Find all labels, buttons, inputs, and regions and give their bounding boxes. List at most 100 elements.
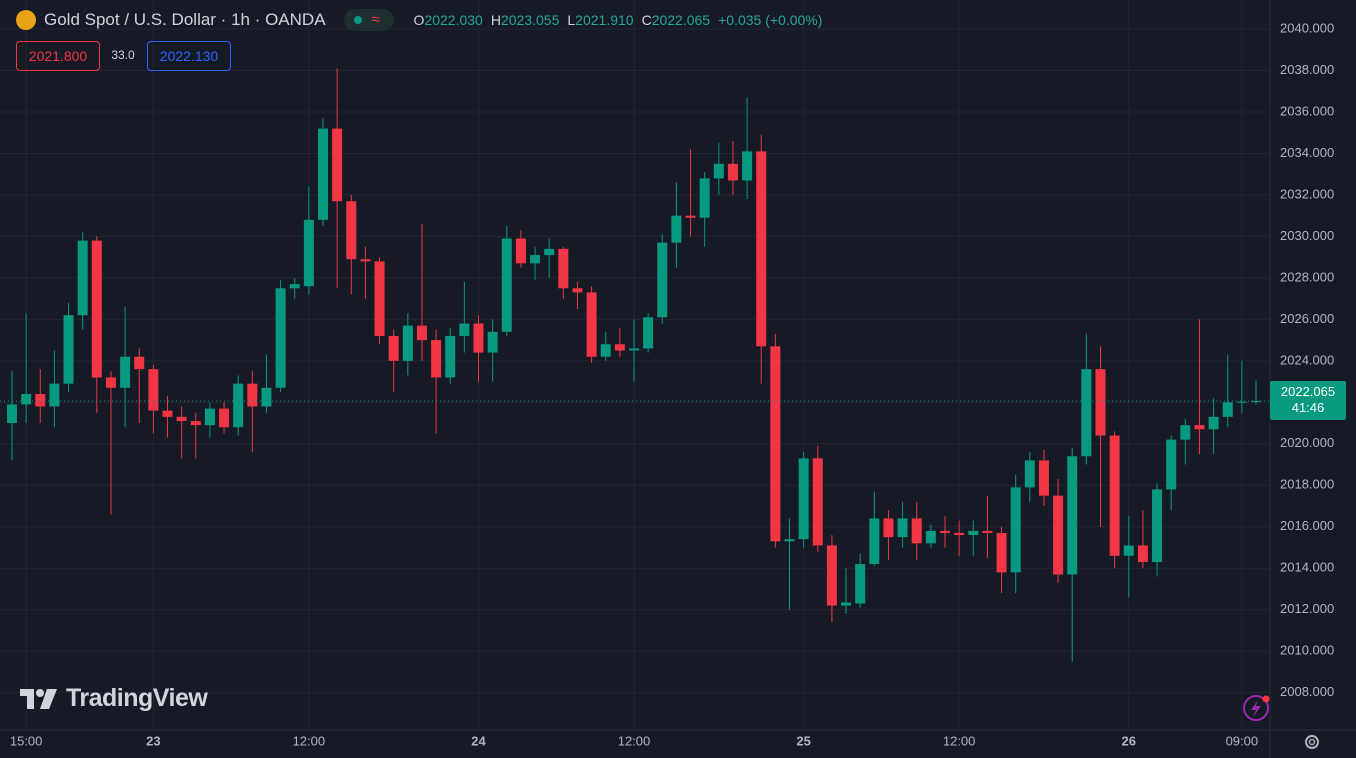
candle-body (727, 163, 738, 181)
y-tick-label: 2010.000 (1280, 643, 1334, 658)
candle-body (855, 564, 866, 604)
candle-body (1024, 460, 1035, 488)
candle-body (1067, 456, 1078, 575)
y-tick-label: 2024.000 (1280, 352, 1334, 367)
candle-body (219, 408, 230, 428)
brand-logo (20, 688, 57, 709)
x-tick-label: 12:00 (618, 733, 651, 748)
candle-body (629, 348, 639, 351)
candle-body (487, 331, 498, 353)
y-tick-label: 2032.000 (1280, 186, 1334, 201)
candle-body (897, 518, 908, 538)
candle-body (1038, 460, 1049, 496)
candle-body (1123, 545, 1134, 556)
candle-body (77, 240, 88, 316)
candle-body (925, 530, 936, 544)
candle-body (812, 458, 823, 546)
candle-body (1166, 439, 1177, 490)
x-tick-label: 23 (146, 733, 160, 748)
candle-body (1081, 369, 1092, 457)
candle-body (784, 539, 795, 542)
candle-body (798, 458, 809, 540)
y-tick-label: 2040.000 (1280, 20, 1334, 35)
candle-body (233, 383, 244, 428)
ohlc-key: H (490, 12, 501, 28)
symbol-logo (16, 10, 36, 30)
candle-body (360, 259, 371, 262)
ohlc-key: L (567, 12, 576, 28)
spread: 33.0 (111, 48, 135, 62)
candle-body (134, 356, 145, 370)
candle-body (1180, 425, 1191, 440)
candle-body (1053, 495, 1064, 575)
candle-body (770, 346, 781, 542)
candle-body (1194, 425, 1205, 430)
candle-body (63, 315, 74, 384)
x-tick-label: 12:00 (943, 733, 976, 748)
candle-body (558, 248, 569, 289)
candle-body (671, 215, 682, 243)
last-price: 2022.065 (1280, 384, 1336, 400)
candle-body (176, 416, 187, 421)
x-tick-label: 25 (796, 733, 810, 748)
y-tick-label: 2020.000 (1280, 435, 1334, 450)
y-tick-label: 2026.000 (1280, 311, 1334, 326)
buy-button[interactable]: 2022.130 (147, 41, 231, 71)
candle-body (7, 404, 17, 424)
y-tick-label: 2016.000 (1280, 518, 1334, 533)
x-tick-label: 09:00 (1226, 733, 1259, 748)
y-tick-label: 2014.000 (1280, 560, 1334, 575)
symbol-title[interactable]: Gold Spot / U.S. Dollar · 1h · OANDA (44, 10, 326, 29)
branding: TradingView (20, 684, 208, 713)
y-tick-label: 2008.000 (1280, 684, 1334, 699)
candle-body (459, 323, 470, 336)
candle-body (1208, 416, 1219, 430)
axis-labels: 2008.000 2010.000 2012.000 2014.000 2016.000… (10, 20, 1334, 748)
y-tick-label: 2012.000 (1280, 601, 1334, 616)
grid (0, 0, 1270, 730)
y-tick-label: 2038.000 (1280, 62, 1334, 77)
candle-body (940, 530, 950, 533)
candle-body (826, 545, 837, 606)
sell-button[interactable]: 2021.800 (16, 41, 100, 71)
settings-icon[interactable] (1305, 735, 1319, 749)
candle-body (911, 518, 922, 544)
candle-body (49, 383, 60, 407)
status-badge[interactable]: ≈ (343, 9, 394, 31)
candle-body (1236, 401, 1247, 403)
candle-body (572, 288, 583, 293)
candle-body (162, 410, 173, 417)
candle-body (346, 201, 357, 260)
candle-body (1109, 435, 1120, 556)
candle-body (445, 335, 456, 378)
y-tick-label: 2028.000 (1280, 269, 1334, 284)
candle-body (402, 325, 413, 361)
candle-body (515, 238, 526, 264)
candle-body (869, 518, 880, 565)
candle-body (1222, 402, 1233, 417)
ohlc-legend: O2022.030 H2023.055 L2021.910 C2022.065 (414, 12, 711, 28)
candle-body (657, 242, 668, 318)
candle-body (699, 178, 710, 218)
ohlc-value: 2022.030 (424, 12, 483, 28)
candle-body (883, 518, 894, 538)
candle-body (544, 248, 555, 256)
candle-body (332, 128, 343, 202)
candle-body (501, 238, 512, 332)
ohlc-key: O (413, 12, 425, 28)
candle-body (388, 335, 399, 361)
candle-body (21, 394, 32, 405)
countdown: 41:46 (1291, 400, 1325, 416)
candle-body (643, 317, 654, 349)
candle-body (247, 383, 258, 407)
x-tick-label: 26 (1122, 733, 1136, 748)
last-price-box: 2022.065 41:46 (1270, 380, 1346, 420)
candle-body (275, 288, 286, 388)
candle-body (600, 344, 611, 357)
candle-body (35, 394, 46, 407)
alert-icon[interactable] (1243, 695, 1270, 721)
candle-body (685, 215, 696, 218)
x-tick-label: 15:00 (10, 733, 43, 748)
